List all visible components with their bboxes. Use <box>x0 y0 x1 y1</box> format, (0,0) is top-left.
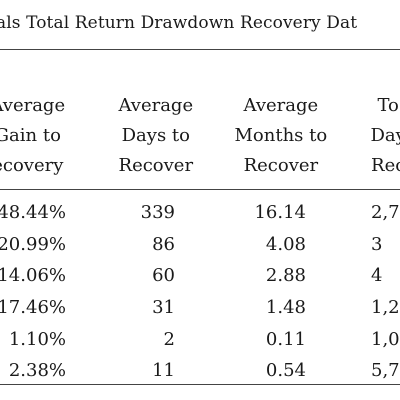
cell-days: 60 <box>152 265 175 286</box>
cell-months: 16.14 <box>254 202 306 223</box>
cell-total: 1,0 <box>371 329 400 350</box>
cell-gain: 14.06% <box>0 265 66 286</box>
header-line: Recover <box>243 155 319 176</box>
header-line: ecovery <box>0 155 64 176</box>
cell-days: 11 <box>152 360 175 381</box>
header-line: Gain to <box>0 125 61 146</box>
header-avg-months-to-recover: Average Months to Recover <box>235 91 328 181</box>
header-line: Months to <box>234 125 328 146</box>
cell-days: 31 <box>152 297 175 318</box>
header-line: Recover <box>118 155 194 176</box>
cell-days: 2 <box>163 329 175 350</box>
header-avg-gain-to-recovery: Average Gain to ecovery <box>0 91 65 181</box>
cell-gain: 20.99% <box>0 234 66 255</box>
cell-months: 4.08 <box>265 234 306 255</box>
cell-total: 5,7 <box>371 360 400 381</box>
cell-total: 3 <box>371 234 383 255</box>
header-line: Day <box>370 125 400 146</box>
cell-months: 0.54 <box>265 360 306 381</box>
top-rule <box>0 49 400 50</box>
cell-gain: 48.44% <box>0 202 66 223</box>
cell-total: 2,7 <box>371 202 400 223</box>
cell-gain: 2.38% <box>8 360 66 381</box>
header-total-days-to-recover: To Day Rec <box>371 91 400 181</box>
header-rule <box>0 189 400 190</box>
cell-total: 1,2 <box>371 297 400 318</box>
cell-gain: 1.10% <box>8 329 66 350</box>
header-line: Days to <box>121 125 190 146</box>
cell-months: 2.88 <box>265 265 306 286</box>
header-line: Average <box>118 95 194 116</box>
cell-gain: 17.46% <box>0 297 66 318</box>
cell-months: 1.48 <box>265 297 306 318</box>
header-line: Average <box>0 95 66 116</box>
header-line: Average <box>243 95 319 116</box>
cell-days: 339 <box>140 202 175 223</box>
bottom-rule <box>0 384 400 385</box>
cell-total: 4 <box>371 265 383 286</box>
header-line: Rec <box>371 155 400 176</box>
cell-days: 86 <box>152 234 175 255</box>
table-title: als Total Return Drawdown Recovery Dat <box>0 13 358 33</box>
header-avg-days-to-recover: Average Days to Recover <box>119 91 194 181</box>
header-line: To <box>377 95 399 116</box>
cell-months: 0.11 <box>265 329 306 350</box>
